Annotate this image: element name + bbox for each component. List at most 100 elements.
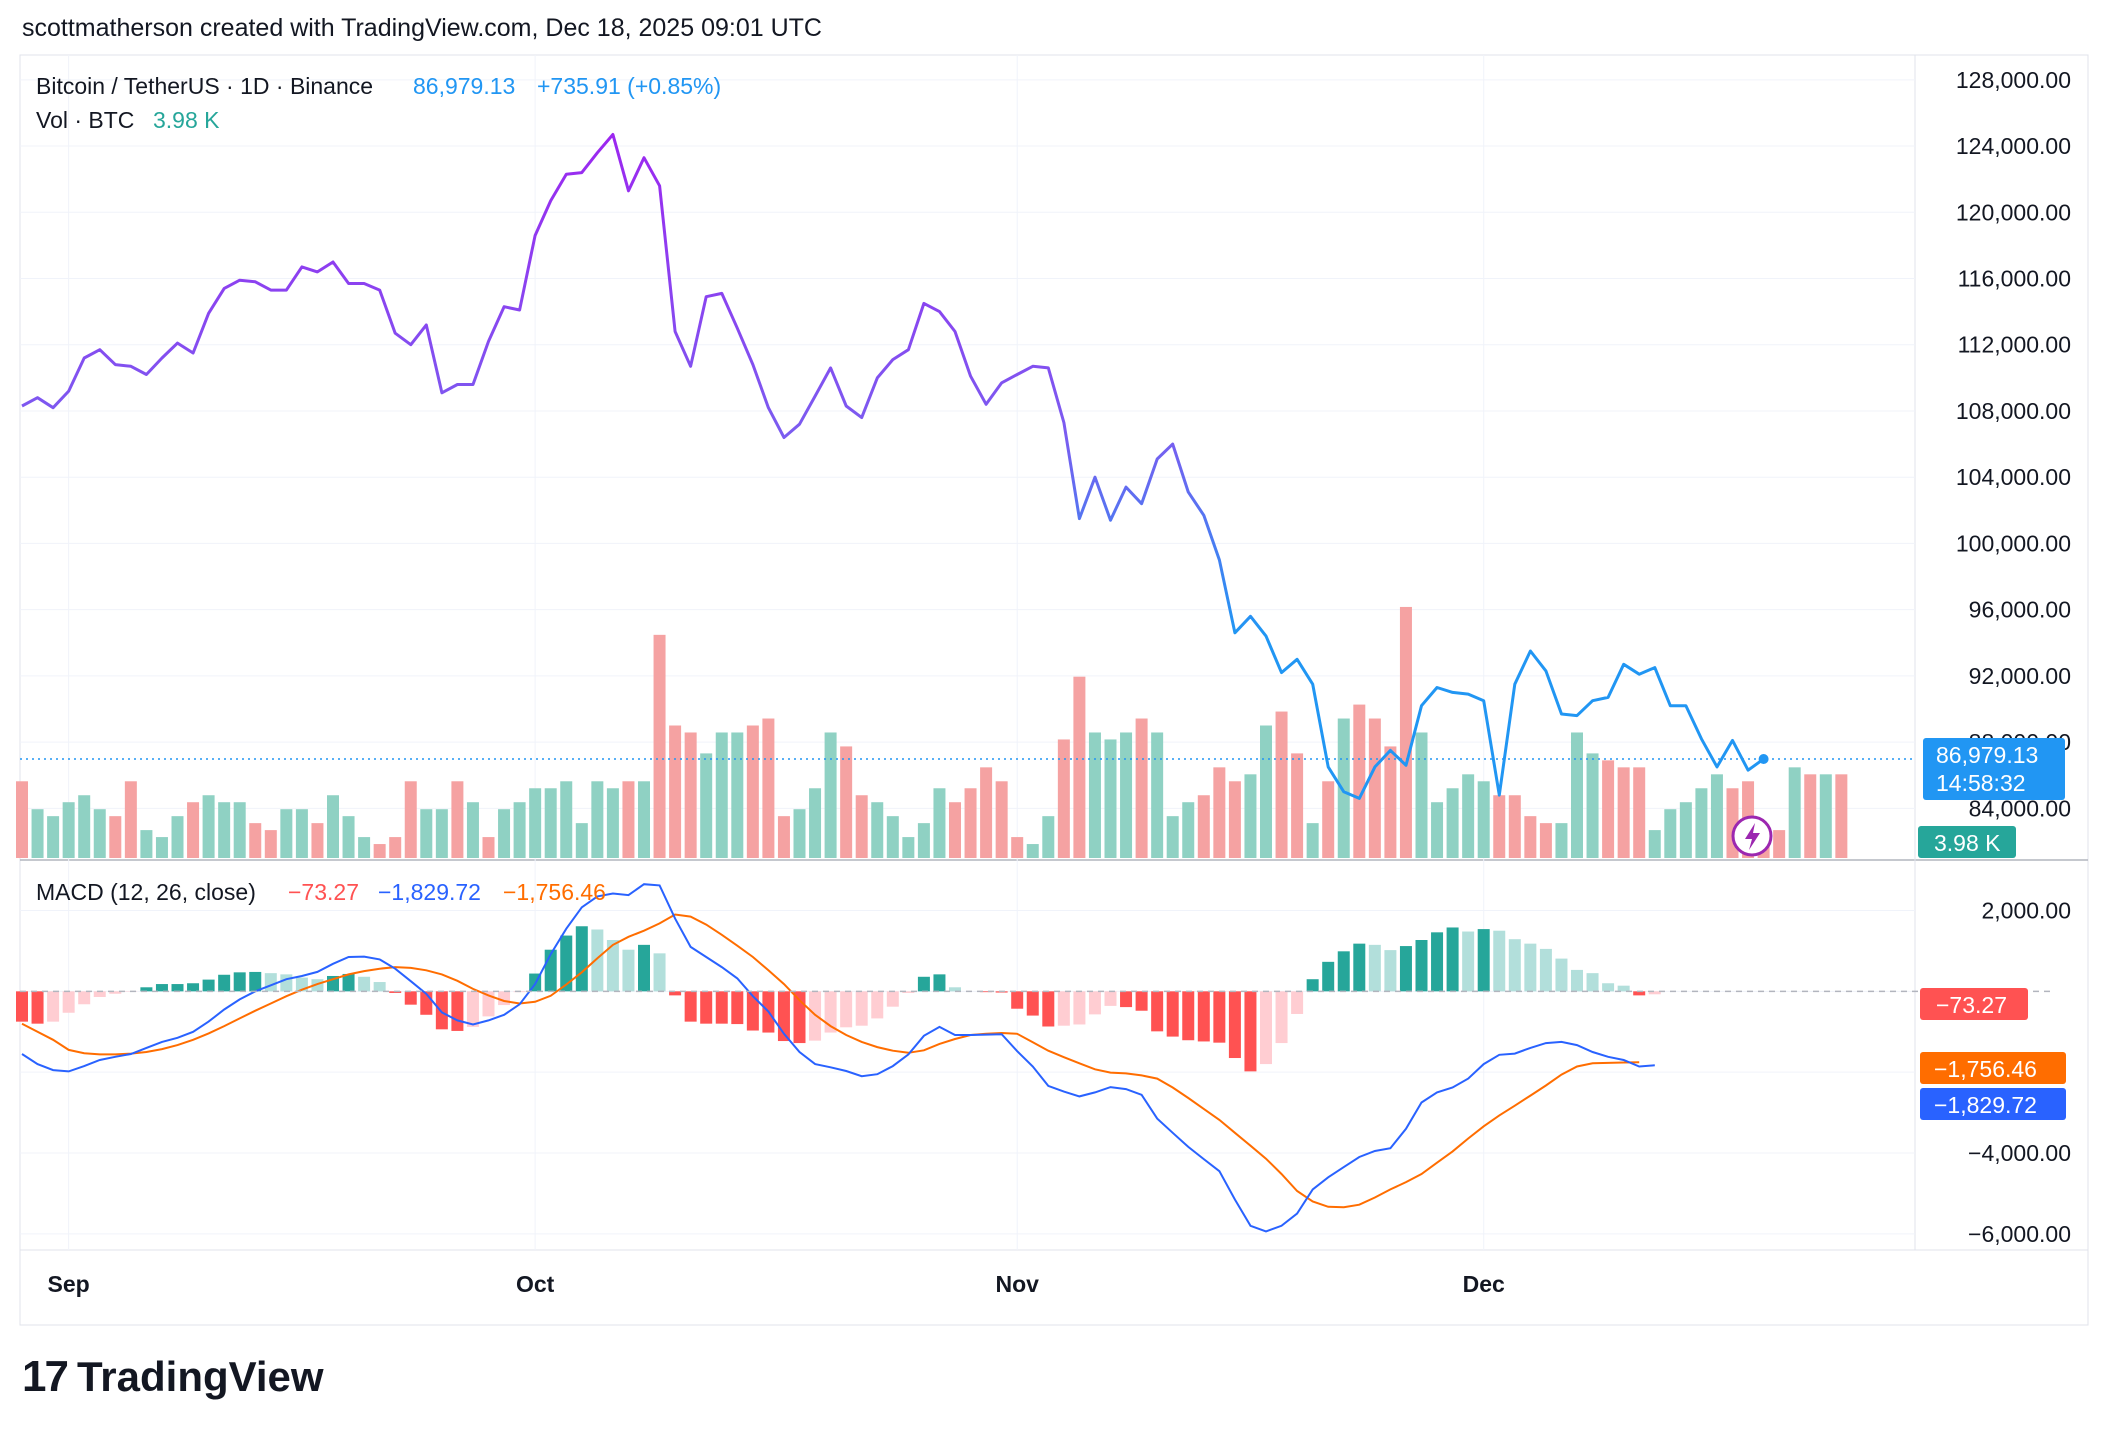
volume-bar bbox=[638, 781, 650, 858]
macd-hist-bar bbox=[715, 991, 728, 1024]
macd-hist-bar bbox=[264, 973, 277, 992]
macd-hist-bar bbox=[93, 991, 106, 997]
volume-bar bbox=[218, 802, 231, 858]
volume-bar bbox=[1026, 844, 1039, 858]
price-tick-label: 100,000.00 bbox=[1956, 530, 2071, 556]
volume-bar bbox=[1462, 774, 1475, 858]
volume-bar bbox=[109, 816, 122, 858]
macd-hist-bar bbox=[1120, 991, 1133, 1008]
macd-hist-bar bbox=[560, 935, 573, 992]
volume-bar bbox=[1446, 788, 1459, 858]
volume-bar bbox=[1679, 802, 1692, 858]
volume-bar bbox=[1664, 809, 1677, 858]
macd-hist-bar bbox=[824, 991, 837, 1033]
macd-hist-bar bbox=[78, 991, 91, 1005]
macd-hist-bar bbox=[1213, 991, 1226, 1043]
volume-bar bbox=[1617, 767, 1630, 858]
tradingview-logo[interactable]: 17 TradingView bbox=[22, 1352, 324, 1402]
macd-hist-bar bbox=[155, 984, 168, 992]
macd-hist-bar bbox=[466, 991, 479, 1027]
volume-bar bbox=[358, 837, 371, 858]
macd-hist-bar bbox=[1539, 948, 1552, 992]
volume-bar bbox=[280, 809, 293, 858]
volume-bar bbox=[482, 837, 495, 858]
legend-symbol: Bitcoin / TetherUS · 1D · Binance bbox=[36, 73, 373, 99]
volume-bar bbox=[1788, 767, 1801, 858]
macd-hist-bar bbox=[47, 991, 60, 1022]
volume-badge-value: 3.98 K bbox=[1934, 830, 2001, 856]
macd-hist-bar bbox=[1462, 931, 1475, 992]
macd-hist-bar bbox=[187, 983, 200, 992]
volume-bar bbox=[1835, 774, 1848, 858]
hist-badge-value: −73.27 bbox=[1936, 992, 2007, 1018]
macd-hist-bar bbox=[886, 991, 899, 1007]
macd-histogram bbox=[16, 926, 1661, 1072]
macd-hist-bar bbox=[233, 972, 246, 992]
macd-hist-bar bbox=[1088, 991, 1101, 1015]
macd-hist-bar bbox=[1197, 991, 1210, 1042]
volume-bar bbox=[1104, 739, 1117, 858]
volume-bar bbox=[1555, 823, 1568, 858]
volume-bar bbox=[1477, 781, 1490, 858]
legend-change: +735.91 (+0.85%) bbox=[537, 73, 721, 99]
chart-attribution: scottmatherson created with TradingView.… bbox=[22, 14, 822, 42]
macd-hist-bar bbox=[249, 971, 262, 992]
legend-main: Bitcoin / TetherUS · 1D · Binance 86,979… bbox=[36, 73, 721, 905]
macd-signal-line bbox=[21, 913, 1640, 1209]
volume-bar bbox=[980, 767, 993, 858]
macd-hist-bar bbox=[1586, 973, 1599, 992]
macd-hist-bar bbox=[373, 982, 386, 992]
price-tick-label: 112,000.00 bbox=[1958, 332, 2071, 358]
volume-bar bbox=[1648, 830, 1661, 858]
macd-hist-bar bbox=[1493, 930, 1506, 992]
macd-hist-bar bbox=[62, 991, 75, 1013]
macd-axis[interactable]: 2,000.00 −4,000.00 −6,000.00 bbox=[1968, 898, 2071, 1247]
volume-bar bbox=[840, 746, 853, 858]
volume-bar bbox=[544, 788, 557, 858]
volume-bar bbox=[1260, 725, 1272, 858]
volume-bar bbox=[824, 732, 837, 858]
legend-last: 86,979.13 bbox=[413, 73, 515, 99]
volume-bar bbox=[560, 781, 573, 858]
price-series-line bbox=[21, 133, 1765, 800]
volume-bar bbox=[435, 809, 448, 858]
macd-hist-bar bbox=[1166, 991, 1179, 1037]
macd-hist-bar bbox=[1399, 946, 1412, 992]
price-line bbox=[21, 133, 1765, 800]
legend-macd-signal: −1,756.46 bbox=[503, 879, 606, 905]
volume-bar bbox=[295, 809, 308, 858]
macd-tick-label: −4,000.00 bbox=[1968, 1140, 2071, 1166]
macd-tick-label: −6,000.00 bbox=[1968, 1221, 2071, 1247]
macd-hist-bar bbox=[653, 953, 666, 992]
macd-hist-bar bbox=[1602, 983, 1615, 992]
volume-bar bbox=[1368, 718, 1381, 858]
volume-bar bbox=[964, 788, 977, 858]
volume-bar bbox=[684, 732, 697, 858]
volume-bar bbox=[155, 837, 168, 858]
volume-bar bbox=[1042, 816, 1055, 858]
macd-hist-bar bbox=[1042, 991, 1055, 1027]
macd-hist-bar bbox=[1633, 991, 1646, 996]
macd-hist-bar bbox=[700, 991, 713, 1024]
macd-hist-bar bbox=[980, 991, 993, 993]
volume-bar bbox=[1228, 781, 1241, 858]
price-tick-label: 104,000.00 bbox=[1956, 464, 2071, 490]
volume-bar bbox=[124, 781, 137, 858]
volume-bar bbox=[1804, 774, 1817, 858]
volume-bar bbox=[171, 816, 184, 858]
volume-bar bbox=[1151, 732, 1164, 858]
volume-bar bbox=[575, 823, 588, 858]
price-axis[interactable]: 84,000.0088,000.0092,000.0096,000.00100,… bbox=[1956, 67, 2071, 821]
volume-bar bbox=[1353, 704, 1366, 858]
macd-hist-bar bbox=[840, 991, 853, 1028]
tradingview-logo-icon: 17 bbox=[22, 1352, 69, 1401]
volume-bar bbox=[1819, 774, 1832, 858]
macd-hist-bar bbox=[1260, 991, 1272, 1065]
macd-hist-bar bbox=[1555, 958, 1568, 992]
time-tick-label: Dec bbox=[1463, 1271, 1505, 1297]
lightning-icon[interactable] bbox=[1731, 815, 1773, 857]
time-axis[interactable]: Sep Oct Nov Dec bbox=[48, 1271, 1505, 1297]
volume-bar bbox=[1431, 802, 1444, 858]
volume-bar bbox=[1057, 739, 1070, 858]
